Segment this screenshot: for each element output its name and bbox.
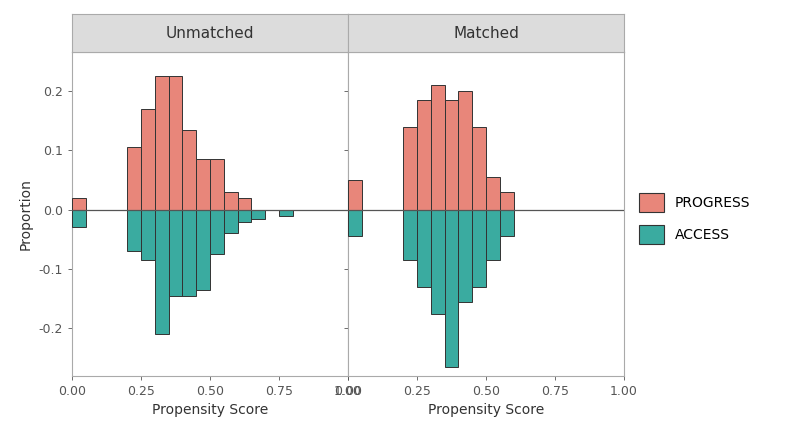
Bar [127,147,141,210]
Bar [182,210,196,296]
Bar [196,159,210,210]
Bar [458,91,472,210]
Bar [472,127,486,210]
Bar [182,130,196,210]
Bar [196,210,210,290]
Bar [431,210,445,313]
Bar [72,210,86,228]
Bar [155,76,169,210]
Bar [210,210,224,254]
Y-axis label: Proportion: Proportion [19,178,33,250]
Bar [458,210,472,302]
Legend: PROGRESS, ACCESS: PROGRESS, ACCESS [639,193,750,244]
Bar [210,159,224,210]
Bar [141,109,155,210]
Bar [486,210,500,260]
Bar [224,192,238,210]
X-axis label: Propensity Score: Propensity Score [152,403,268,417]
Bar [500,210,514,236]
Bar [500,192,514,210]
Bar [169,210,182,296]
Bar [72,198,86,210]
Bar [417,210,431,287]
X-axis label: Propensity Score: Propensity Score [428,403,544,417]
Bar [348,180,362,210]
Bar [141,210,155,260]
Bar [445,100,458,210]
Bar [472,210,486,287]
Bar [279,210,293,215]
Bar [238,198,251,210]
Bar [403,210,417,260]
Bar [445,210,458,367]
Bar [403,127,417,210]
Bar [169,76,182,210]
Bar [224,210,238,233]
Bar [127,210,141,251]
Bar [417,100,431,210]
Bar [238,210,251,222]
Bar [431,85,445,210]
Bar [348,210,362,236]
Bar [251,210,266,218]
Bar [486,177,500,210]
Bar [155,210,169,334]
